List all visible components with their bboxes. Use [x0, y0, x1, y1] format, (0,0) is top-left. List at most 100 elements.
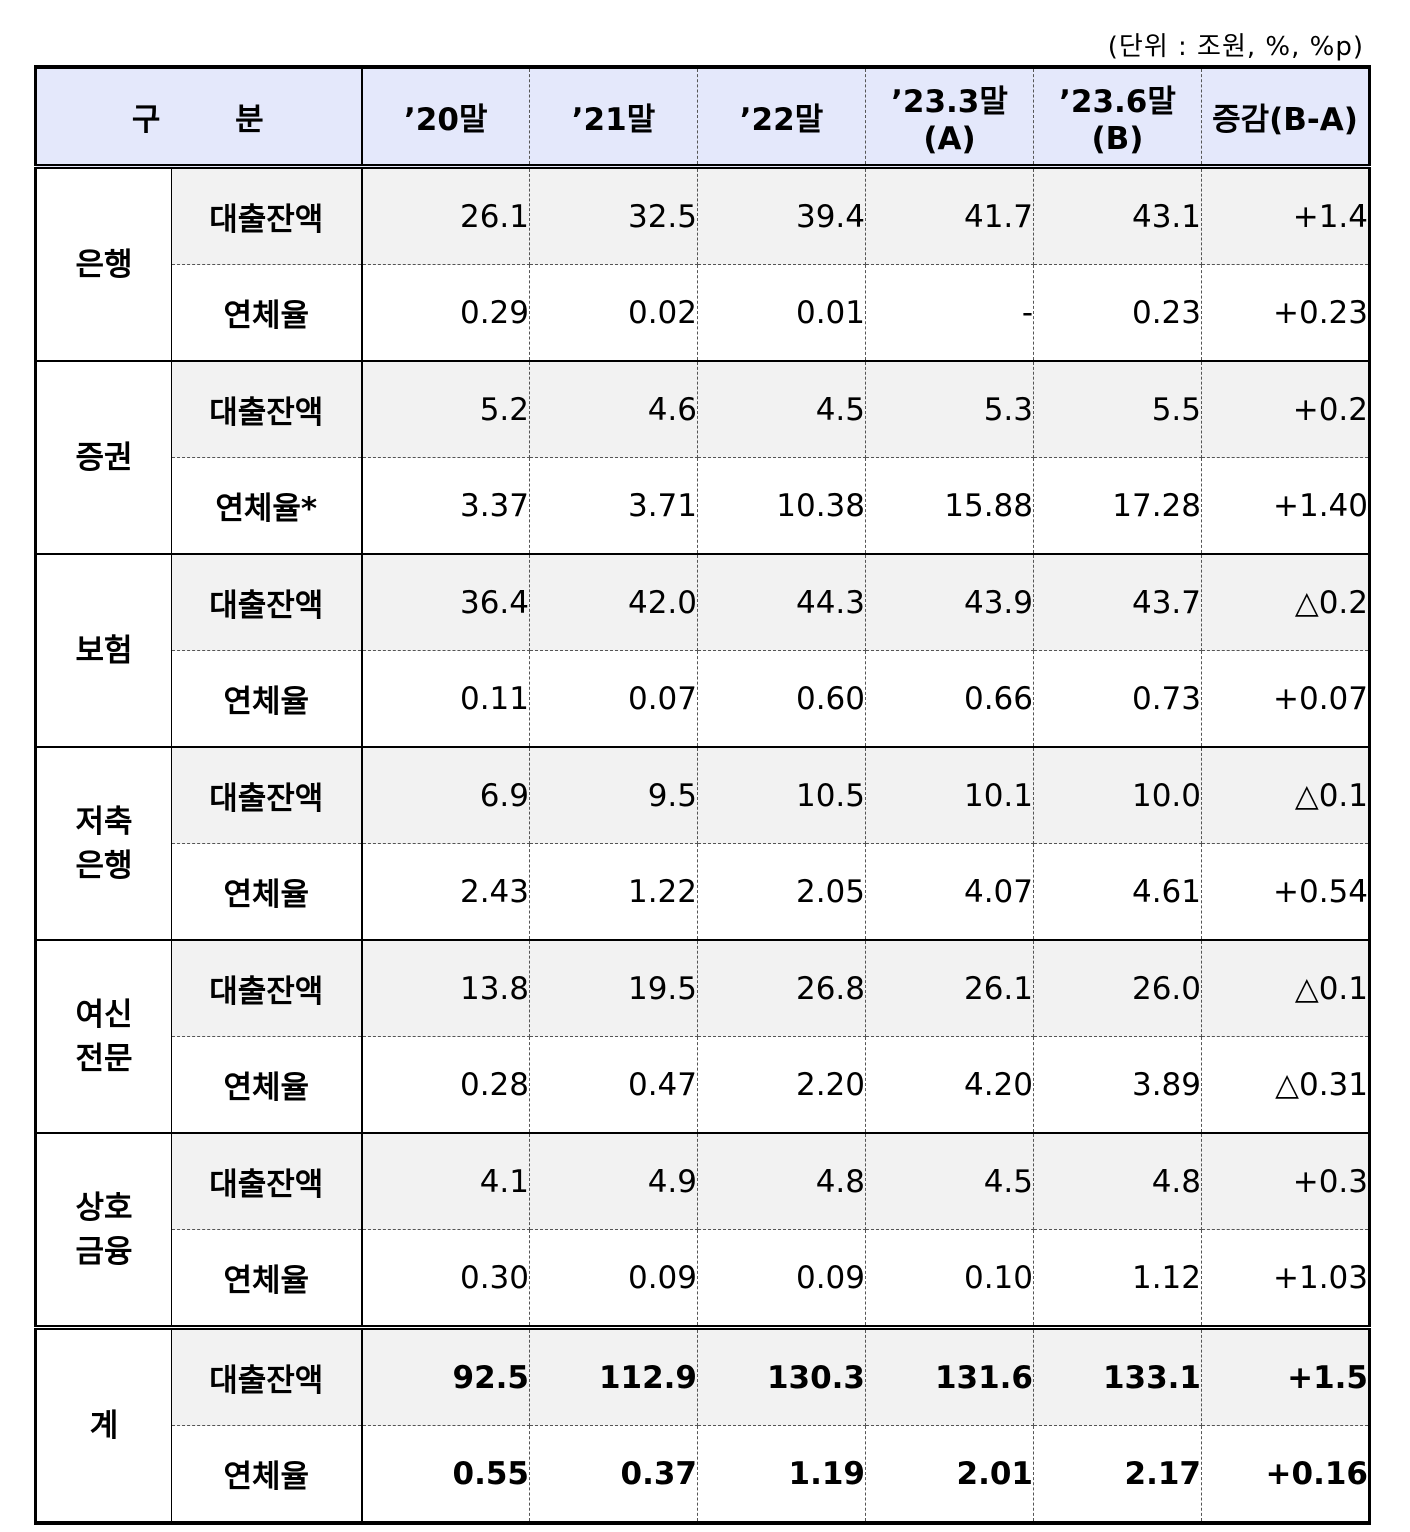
group-label: 여신 전문 [34, 940, 172, 1134]
header-col: ’23.6말(B) [1033, 65, 1202, 169]
header-col: ’20말 [361, 65, 530, 169]
value-cell: 43.7 [1033, 554, 1202, 651]
group-label: 증권 [34, 361, 172, 555]
group-label: 저축 은행 [34, 747, 172, 941]
value-cell: 133.1 [1033, 1325, 1202, 1426]
value-cell: △0.1 [1201, 747, 1371, 844]
value-cell: 92.5 [361, 1325, 530, 1426]
value-cell: 4.6 [529, 361, 698, 458]
value-cell: +1.4 [1201, 166, 1371, 265]
value-cell: 4.07 [865, 843, 1034, 941]
value-cell: 4.5 [697, 361, 866, 458]
value-cell: 2.43 [361, 843, 530, 941]
table-row: 저축 은행 대출잔액 6.9 9.5 10.5 10.1 10.0 △0.1 [34, 747, 1371, 941]
value-cell: +0.2 [1201, 361, 1371, 458]
row-label: 대출잔액 [171, 361, 363, 458]
value-cell: 5.5 [1033, 361, 1202, 458]
header-col: ’22말 [697, 65, 866, 169]
value-cell: 4.9 [529, 1133, 698, 1230]
value-cell: 4.20 [865, 1036, 1034, 1134]
value-cell: 39.4 [697, 166, 866, 265]
value-cell: +0.54 [1201, 843, 1371, 941]
row-label: 연체율 [171, 650, 363, 748]
table-row: 연체율 0.11 0.07 0.60 0.66 0.73 +0.07 [36, 650, 1371, 748]
row-label: 연체율 [171, 843, 363, 941]
value-cell: 10.1 [865, 747, 1034, 844]
value-cell: 0.10 [865, 1229, 1034, 1329]
value-cell: - [865, 264, 1034, 362]
value-cell: 13.8 [361, 940, 530, 1037]
value-cell: 3.71 [529, 457, 698, 555]
value-cell: +1.03 [1201, 1229, 1371, 1329]
table-row: 연체율 0.55 0.37 1.19 2.01 2.17 +0.16 [36, 1425, 1371, 1525]
table-row: 연체율* 3.37 3.71 10.38 15.88 17.28 +1.40 [36, 457, 1371, 555]
value-cell: +1.5 [1201, 1325, 1371, 1426]
row-label: 대출잔액 [171, 747, 363, 844]
value-cell: 9.5 [529, 747, 698, 844]
value-cell: 0.55 [361, 1425, 530, 1525]
value-cell: 0.09 [697, 1229, 866, 1329]
value-cell: 2.20 [697, 1036, 866, 1134]
value-cell: 26.8 [697, 940, 866, 1037]
value-cell: 2.17 [1033, 1425, 1202, 1525]
value-cell: 1.22 [529, 843, 698, 941]
group-label-line: 은행 [75, 847, 133, 884]
value-cell: 4.61 [1033, 843, 1202, 941]
header-col: ’23.3말(A) [865, 65, 1034, 169]
value-cell: 4.1 [361, 1133, 530, 1230]
value-cell: 44.3 [697, 554, 866, 651]
table-row: 상호 금융 대출잔액 4.1 4.9 4.8 4.5 4.8 +0.3 [34, 1133, 1371, 1329]
value-cell: 0.29 [361, 264, 530, 362]
table-row: 연체율 0.30 0.09 0.09 0.10 1.12 +1.03 [36, 1229, 1371, 1329]
group-label-line: 여신 [75, 996, 133, 1033]
row-label: 대출잔액 [171, 940, 363, 1037]
value-cell: 0.30 [361, 1229, 530, 1329]
table-row: 연체율 0.28 0.47 2.20 4.20 3.89 △0.31 [36, 1036, 1371, 1134]
value-cell: 0.28 [361, 1036, 530, 1134]
value-cell: 36.4 [361, 554, 530, 651]
value-cell: 0.47 [529, 1036, 698, 1134]
row-label: 연체율 [171, 1229, 363, 1329]
value-cell: 43.1 [1033, 166, 1202, 265]
table-row: 보험 대출잔액 36.4 42.0 44.3 43.9 43.7 △0.2 [34, 554, 1371, 748]
value-cell: 3.37 [361, 457, 530, 555]
row-label: 대출잔액 [171, 554, 363, 651]
value-cell: 130.3 [697, 1325, 866, 1426]
group-label: 은행 [34, 166, 172, 362]
value-cell: 19.5 [529, 940, 698, 1037]
value-cell: 0.09 [529, 1229, 698, 1329]
value-cell: 6.9 [361, 747, 530, 844]
value-cell: +0.07 [1201, 650, 1371, 748]
value-cell: 4.8 [1033, 1133, 1202, 1230]
row-label: 연체율 [171, 1036, 363, 1134]
value-cell: 0.37 [529, 1425, 698, 1525]
value-cell: △0.31 [1201, 1036, 1371, 1134]
row-label: 대출잔액 [171, 1133, 363, 1230]
row-label: 연체율* [171, 457, 363, 555]
value-cell: +0.3 [1201, 1133, 1371, 1230]
value-cell: 0.73 [1033, 650, 1202, 748]
header-col: 증감(B-A) [1201, 65, 1371, 169]
unit-note: (단위 : 조원, %, %p) [1107, 32, 1364, 62]
header-row: 구 분 ’20말 ’21말 ’22말 ’23.3말(A) ’23.6말(B) 증… [34, 65, 1371, 169]
value-cell: 43.9 [865, 554, 1034, 651]
value-cell: 10.0 [1033, 747, 1202, 844]
table-row: 여신 전문 대출잔액 13.8 19.5 26.8 26.1 26.0 △0.1 [34, 940, 1371, 1134]
group-label-line: 금융 [75, 1233, 133, 1270]
value-cell: 10.38 [697, 457, 866, 555]
value-cell: △0.1 [1201, 940, 1371, 1037]
value-cell: 0.02 [529, 264, 698, 362]
value-cell: 2.05 [697, 843, 866, 941]
table-body: 은행 대출잔액 26.1 32.5 39.4 41.7 43.1 +1.4 연체율 0.29 0.0… [34, 166, 1371, 1525]
group-label-line: 상호 [75, 1189, 133, 1226]
table-row: 증권 대출잔액 5.2 4.6 4.5 5.3 5.5 +0.2 [34, 361, 1371, 555]
group-label: 보험 [34, 554, 172, 748]
row-label: 연체율 [171, 1425, 363, 1525]
value-cell: 2.01 [865, 1425, 1034, 1525]
table-row: 은행 대출잔액 26.1 32.5 39.4 41.7 43.1 +1.4 [34, 166, 1371, 362]
row-label: 연체율 [171, 264, 363, 362]
value-cell: +0.23 [1201, 264, 1371, 362]
value-cell: 26.1 [865, 940, 1034, 1037]
value-cell: 0.66 [865, 650, 1034, 748]
